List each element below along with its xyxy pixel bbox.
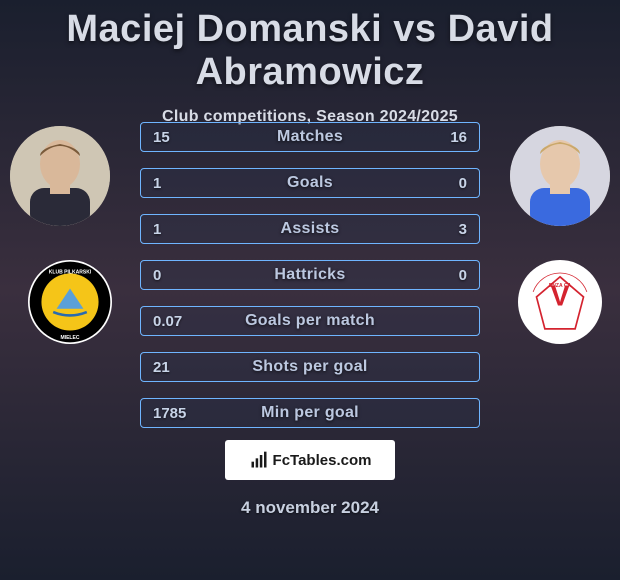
stat-right-value: 3 — [459, 221, 467, 238]
stat-label: Goals — [141, 174, 479, 192]
svg-text:ENZA CA: ENZA CA — [549, 283, 572, 289]
player1-avatar — [10, 126, 110, 226]
stat-left-value: 21 — [153, 359, 170, 376]
stat-label: Matches — [141, 128, 479, 146]
stat-row-assists: 1 Assists 3 — [140, 214, 480, 244]
stat-label: Assists — [141, 220, 479, 238]
chart-icon — [249, 450, 269, 470]
stat-right-value: 16 — [450, 129, 467, 146]
stat-row-min-per-goal: 1785 Min per goal — [140, 398, 480, 428]
stat-left-value: 0 — [153, 267, 161, 284]
stat-left-value: 1 — [153, 221, 161, 238]
stat-row-goals-per-match: 0.07 Goals per match — [140, 306, 480, 336]
stat-label: Shots per goal — [141, 358, 479, 376]
stat-row-goals: 1 Goals 0 — [140, 168, 480, 198]
stat-row-shots-per-goal: 21 Shots per goal — [140, 352, 480, 382]
date-label: 4 november 2024 — [0, 498, 620, 518]
stats-table: 15 Matches 16 1 Goals 0 1 Assists 3 0 Ha… — [140, 122, 480, 444]
stat-label: Min per goal — [141, 404, 479, 422]
brand-badge: FcTables.com — [225, 440, 395, 480]
brand-text: FcTables.com — [273, 452, 372, 469]
stat-left-value: 0.07 — [153, 313, 182, 330]
player2-club-badge: V ENZA CA — [518, 260, 602, 344]
stat-label: Hattricks — [141, 266, 479, 284]
stat-right-value: 0 — [459, 267, 467, 284]
stat-left-value: 1 — [153, 175, 161, 192]
stat-label: Goals per match — [141, 312, 479, 330]
stat-right-value: 0 — [459, 175, 467, 192]
page-title: Maciej Domanski vs David Abramowicz — [0, 0, 620, 94]
stat-row-hattricks: 0 Hattricks 0 — [140, 260, 480, 290]
player2-avatar — [510, 126, 610, 226]
stat-left-value: 15 — [153, 129, 170, 146]
svg-text:KLUB PILKARSKI: KLUB PILKARSKI — [49, 269, 92, 275]
player1-club-badge: KLUB PILKARSKI MIELEC — [28, 260, 112, 344]
stat-left-value: 1785 — [153, 405, 186, 422]
stat-row-matches: 15 Matches 16 — [140, 122, 480, 152]
svg-text:MIELEC: MIELEC — [60, 335, 79, 341]
